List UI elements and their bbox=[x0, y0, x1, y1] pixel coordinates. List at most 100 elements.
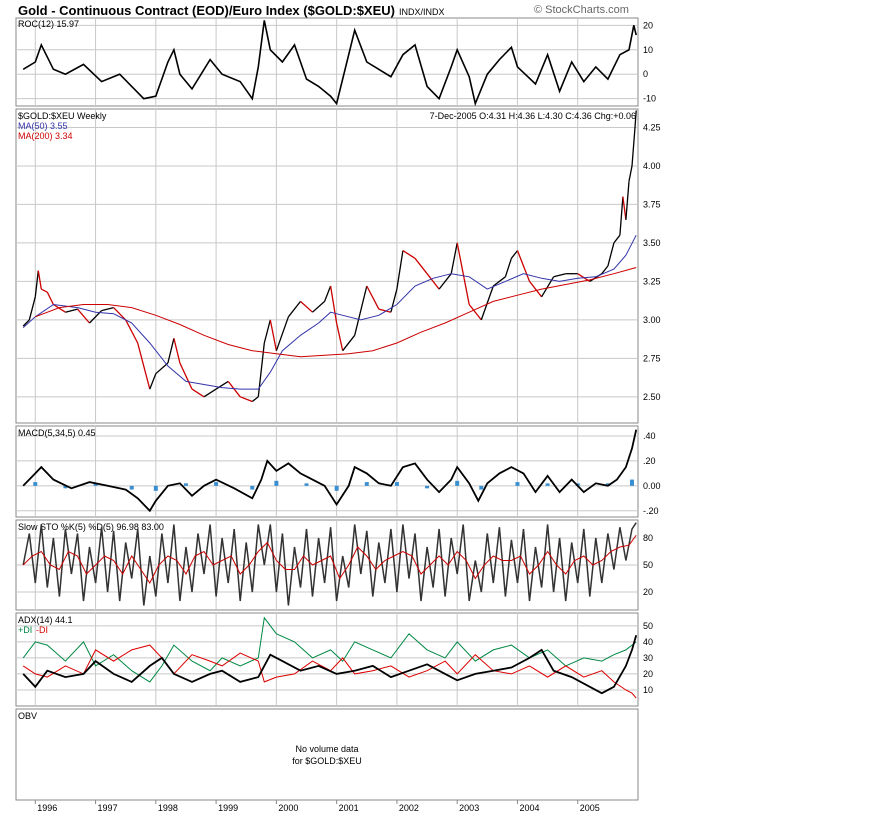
price-segment bbox=[607, 242, 615, 267]
obv-message-line: No volume data bbox=[295, 744, 358, 754]
y-tick-label: -10 bbox=[643, 94, 656, 104]
macd-histogram-bar bbox=[304, 483, 309, 486]
price-segment bbox=[113, 307, 127, 321]
y-tick-label: 20 bbox=[643, 20, 653, 30]
plus-di-legend: +DI bbox=[18, 625, 32, 635]
price-segment bbox=[137, 342, 151, 390]
x-tick-label: 1996 bbox=[37, 803, 57, 813]
price-segment bbox=[203, 388, 217, 398]
price-segment bbox=[215, 380, 229, 390]
price-segment bbox=[510, 250, 519, 259]
price-segment bbox=[41, 288, 48, 293]
price-segment bbox=[125, 319, 139, 344]
chart-title-text: Gold - Continuous Contract (EOD)/Euro In… bbox=[18, 3, 395, 18]
macd-histogram-bar bbox=[183, 483, 188, 486]
price-segment bbox=[77, 308, 90, 324]
macd-histogram-bar bbox=[515, 482, 520, 486]
macd-histogram-bar bbox=[425, 485, 430, 489]
y-tick-label: 50 bbox=[643, 560, 653, 570]
ma50-legend: MA(50) 3.55 bbox=[18, 121, 68, 131]
price-segment bbox=[300, 300, 313, 313]
obv-message-line: for $GOLD:$XEU bbox=[292, 756, 362, 766]
chart-title: Gold - Continuous Contract (EOD)/Euro In… bbox=[18, 3, 445, 18]
price-segment bbox=[492, 276, 506, 287]
stoch-d-line bbox=[22, 535, 637, 584]
price-segment bbox=[402, 250, 416, 259]
exchange-label: INDX/INDX bbox=[399, 7, 445, 17]
y-tick-label: 10 bbox=[643, 45, 653, 55]
macd-histogram-bar bbox=[455, 480, 460, 486]
ma50-line bbox=[22, 234, 637, 390]
price-segment bbox=[287, 300, 302, 318]
price-segment bbox=[251, 396, 259, 403]
price-segment bbox=[46, 291, 54, 305]
y-tick-label: 0.00 bbox=[643, 481, 661, 491]
x-tick-label: 1999 bbox=[218, 803, 238, 813]
macd-histogram-bar bbox=[250, 485, 255, 490]
price-segment bbox=[167, 338, 175, 364]
macd-histogram-bar bbox=[274, 480, 279, 486]
macd-histogram-bar bbox=[93, 483, 98, 486]
price-segment bbox=[634, 110, 637, 128]
macd-histogram-bar bbox=[605, 483, 610, 486]
y-tick-label: 20 bbox=[643, 669, 653, 679]
roc-label: ROC(12) 15.97 bbox=[18, 19, 79, 29]
price-segment bbox=[438, 273, 452, 290]
price-segment bbox=[396, 250, 404, 290]
adx-panel-frame bbox=[15, 612, 639, 707]
price-segment bbox=[613, 234, 621, 244]
price-segment bbox=[456, 242, 470, 305]
x-tick-label: 2004 bbox=[519, 803, 539, 813]
y-tick-label: -.20 bbox=[643, 506, 659, 516]
y-tick-label: 2.50 bbox=[643, 392, 661, 402]
macd-histogram-bar bbox=[153, 485, 158, 491]
macd-histogram-bar bbox=[394, 482, 399, 486]
macd-panel-frame bbox=[15, 425, 639, 518]
price-segment bbox=[263, 319, 271, 344]
y-tick-label: 3.50 bbox=[643, 238, 661, 248]
price-segment bbox=[480, 285, 494, 321]
price-segment bbox=[390, 288, 398, 313]
price-segment bbox=[239, 396, 253, 403]
price-segment bbox=[179, 362, 193, 390]
price-segment bbox=[329, 285, 338, 324]
price-segment bbox=[414, 257, 428, 275]
y-tick-label: 0 bbox=[643, 69, 648, 79]
macd-histogram-bar bbox=[479, 485, 484, 490]
price-segment bbox=[28, 296, 36, 321]
x-tick-label: 1997 bbox=[98, 803, 118, 813]
price-segment bbox=[553, 273, 566, 278]
price-segment bbox=[625, 181, 630, 220]
copyright-notice[interactable]: © StockCharts.com bbox=[534, 4, 629, 16]
obv-label: OBV bbox=[18, 711, 37, 721]
price-segment bbox=[275, 316, 290, 351]
price-segment bbox=[335, 322, 344, 351]
macd-line bbox=[22, 429, 638, 513]
y-tick-label: 4.00 bbox=[643, 161, 661, 171]
macd-histogram-bar bbox=[629, 479, 634, 486]
y-tick-label: 3.00 bbox=[643, 315, 661, 325]
x-tick-label: 2005 bbox=[580, 803, 600, 813]
price-label: $GOLD:$XEU Weekly bbox=[18, 111, 107, 121]
macd-histogram-bar bbox=[334, 485, 339, 491]
y-tick-label: 3.25 bbox=[643, 276, 661, 286]
price-segment bbox=[426, 273, 440, 290]
price-segment bbox=[173, 338, 181, 364]
roc-line bbox=[22, 20, 637, 107]
plus-di-line bbox=[22, 616, 637, 683]
price-segment bbox=[468, 304, 482, 321]
price-segment bbox=[323, 285, 332, 302]
minus-di-legend: -DI bbox=[36, 625, 48, 635]
price-segment bbox=[628, 165, 633, 182]
price-segment bbox=[366, 285, 380, 310]
price-segment bbox=[101, 306, 114, 312]
x-tick-label: 2003 bbox=[459, 803, 479, 813]
price-segment bbox=[619, 196, 624, 236]
macd-histogram-bar bbox=[214, 482, 219, 486]
y-tick-label: 20 bbox=[643, 587, 653, 597]
stoch-k-line bbox=[22, 522, 637, 606]
macd-histogram-bar bbox=[364, 482, 369, 486]
price-segment bbox=[601, 265, 609, 275]
price-segment bbox=[354, 285, 368, 336]
macd-histogram-bar bbox=[33, 482, 38, 486]
